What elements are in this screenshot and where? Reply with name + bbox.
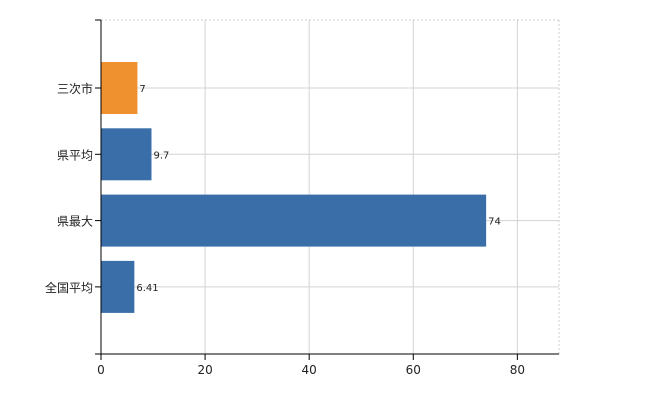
bars [101,62,487,313]
y-tick-label: 三次市 [57,81,93,96]
x-tick-label: 20 [197,363,212,377]
x-tick-label: 80 [510,363,525,377]
y-tick-label: 県平均 [57,148,93,162]
x-tick-label: 40 [302,363,317,377]
data-label: 9.7 [153,150,169,161]
y-tick-label: 全国平均 [45,280,93,295]
bar [101,62,138,114]
x-tick-label: 0 [97,363,105,377]
data-label: 7 [139,84,145,95]
bar [101,194,487,247]
bar [101,128,152,181]
bar [101,260,135,313]
x-tick-label: 60 [406,363,421,377]
gridlines [101,19,560,354]
axes [95,19,559,360]
data-label: 6.41 [136,283,158,294]
y-tick-label: 県最大 [57,215,93,229]
data-label: 74 [488,217,501,228]
